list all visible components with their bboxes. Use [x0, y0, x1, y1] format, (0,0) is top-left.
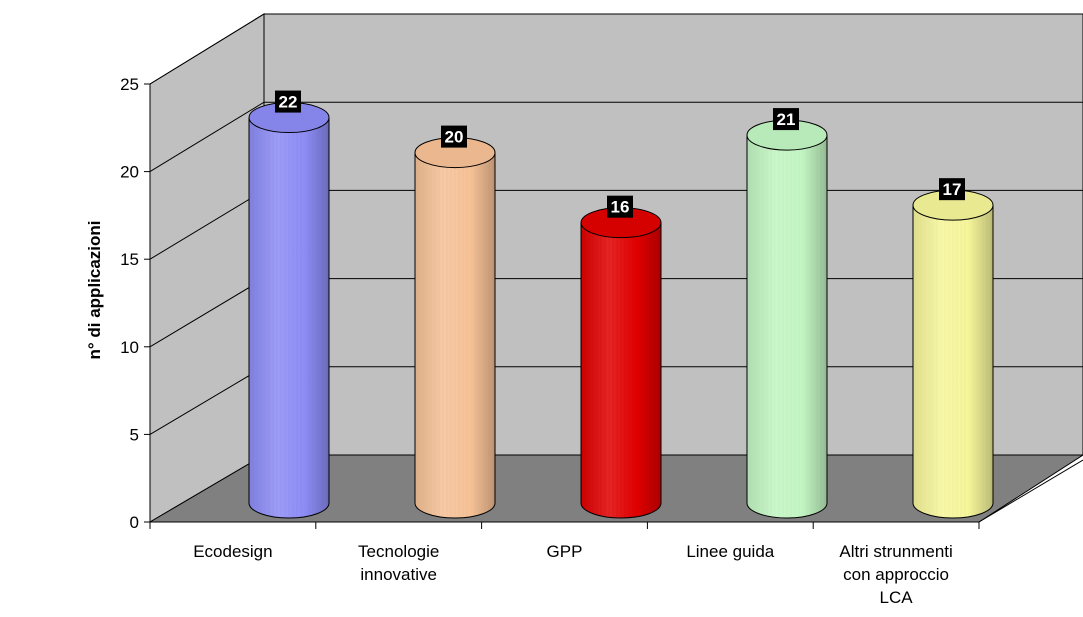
gridline-side [149, 189, 265, 260]
y-tick-label: 5 [130, 425, 139, 444]
data-label-box [939, 178, 965, 201]
gridline-side [149, 13, 265, 85]
x-tick-label: Ecodesign [193, 542, 272, 561]
data-label-box [607, 195, 633, 218]
y-tick-label: 0 [130, 513, 139, 532]
gridline-side [149, 101, 265, 173]
y-tick-group: 0 5 10 15 20 25 [120, 75, 150, 532]
x-label-group: Ecodesign Tecnologie innovative GPP Linee gu… [149, 522, 980, 607]
y-tick-label: 20 [120, 163, 139, 182]
x-tick-label: GPP [547, 542, 583, 561]
gridline-side [149, 278, 265, 348]
data-label-box [275, 90, 301, 113]
side-wall [149, 13, 265, 523]
bar-5: 17 [912, 178, 994, 519]
x-tick-label: Altri strunmenti con approccio LCA [839, 542, 952, 607]
data-label: 16 [611, 198, 630, 217]
y-tick-label: 15 [120, 250, 139, 269]
data-label: 21 [777, 110, 796, 129]
y-tick-label: 25 [120, 75, 139, 94]
x-tick-label: Linee guida [686, 542, 774, 561]
data-label: 22 [279, 93, 298, 112]
bar-1: 22 [248, 90, 330, 519]
bar-3: 16 [580, 195, 662, 519]
gridline-side [149, 366, 265, 435]
bar-2: 20 [414, 125, 496, 519]
bar-group: 22 20 16 21 17 [248, 90, 994, 519]
y-tick-label: 10 [120, 338, 139, 357]
data-label-box [773, 108, 799, 131]
floor-right-edge [978, 459, 1083, 523]
y-axis-label: n° di applicazioni [85, 220, 104, 360]
data-label-box [441, 125, 467, 148]
data-label: 17 [943, 180, 962, 199]
x-tick-label: Tecnologie innovative [358, 542, 439, 584]
bar-4: 21 [746, 108, 828, 519]
data-label: 20 [445, 128, 464, 147]
